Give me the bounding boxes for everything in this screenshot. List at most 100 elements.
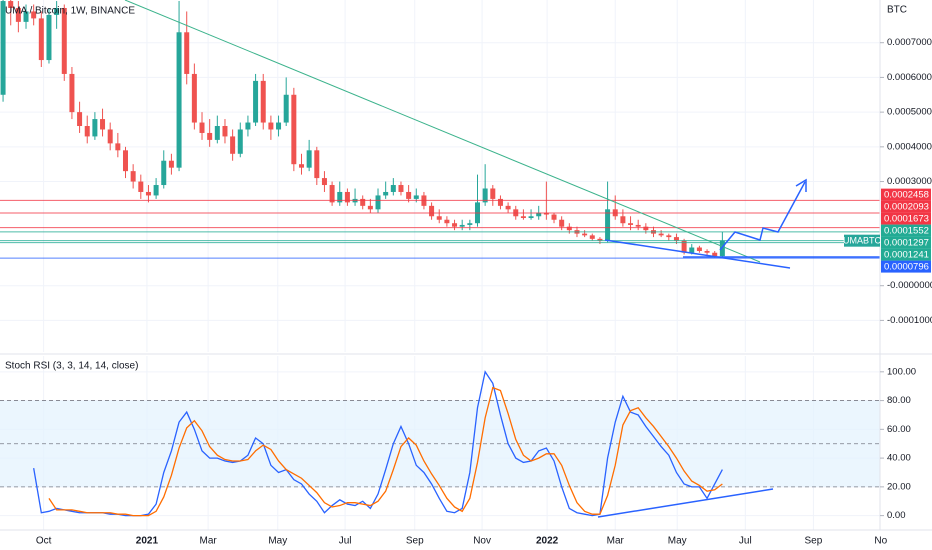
candle-body [84, 126, 90, 137]
y-tick-label: 0.00 [887, 510, 906, 521]
candle-body [566, 226, 572, 231]
candle-body [283, 94, 289, 123]
candle-body [628, 223, 634, 225]
x-tick-label: May [268, 536, 287, 547]
x-tick-label: May [668, 536, 687, 547]
candle-body [452, 223, 458, 227]
price-tag [881, 260, 931, 273]
candle-body [184, 32, 190, 74]
candle-body [38, 18, 44, 61]
candle-body [207, 132, 213, 140]
candle-body [153, 185, 159, 196]
candle-body [497, 198, 503, 206]
candle-body [719, 240, 725, 257]
candle-body [222, 126, 228, 137]
candle-body [505, 205, 511, 210]
candle-body [107, 129, 113, 144]
candle-body [467, 223, 473, 225]
y-tick-label: 80.00 [887, 395, 911, 406]
projection-path [719, 181, 806, 251]
price-tag [881, 212, 931, 225]
candle-body [413, 195, 419, 199]
band [0, 400, 880, 487]
candle-body [115, 143, 121, 151]
candle-body [245, 122, 251, 130]
chart-title: UMA / Bitcoin, 1W, BINANCE [5, 6, 135, 17]
candle-body [559, 219, 565, 227]
price-tag-label: 0.0001673 [884, 214, 929, 225]
candle-body [306, 150, 312, 168]
price-tag [881, 188, 931, 201]
y-tick-label: 0.0005000 [887, 107, 932, 118]
indicator-title: Stoch RSI (3, 3, 14, 14, close) [5, 361, 138, 372]
candle-body [191, 73, 197, 123]
candle-body [543, 212, 549, 215]
price-tag-label: 0.0000796 [884, 262, 929, 273]
candle-body [643, 226, 649, 231]
candle-body [658, 233, 664, 236]
candle-body [597, 238, 603, 241]
y-tick-label: 100.00 [887, 366, 916, 377]
y-tick-label: 40.00 [887, 453, 911, 464]
projection-arrowhead [795, 178, 807, 192]
indicator-line [33, 370, 723, 517]
candle-body [15, 7, 21, 22]
axes: 0.0007000 0.0006000 0.0005000 0.0004000 0.00… [36, 37, 932, 546]
candle-body [31, 11, 37, 19]
x-tick-label: Sep [805, 536, 823, 547]
x-tick-label: 2022 [536, 536, 559, 547]
candle-body [291, 94, 297, 165]
candle-body [214, 126, 220, 140]
x-tick-label: Jul [739, 536, 752, 547]
candle-body [237, 129, 243, 154]
candle-body [482, 188, 488, 203]
y-tick-label: 60.00 [887, 424, 911, 435]
candle-body [582, 233, 588, 236]
candle-body [520, 216, 526, 219]
x-tick-label: No [874, 536, 887, 547]
candle-body [444, 219, 450, 224]
main-grid [0, 0, 880, 352]
y-tick-label: -0.0001000 [887, 315, 932, 326]
candle-body [712, 252, 718, 257]
candle-body [100, 119, 106, 130]
candle-body [46, 14, 52, 61]
candle-body [704, 250, 710, 253]
price-unit: BTC [887, 5, 907, 16]
candle-body [666, 235, 672, 238]
x-tick-label: Oct [36, 536, 52, 547]
candle-body [589, 235, 595, 239]
candle-body [8, 1, 14, 8]
rsi-drawings [597, 488, 774, 518]
y-tick-label: 0.0004000 [887, 141, 932, 152]
candle-body [176, 32, 182, 168]
candle-body [696, 247, 702, 251]
candle-body [620, 216, 626, 224]
candle-body [390, 185, 396, 192]
candle-body [0, 1, 6, 95]
candle-body [92, 119, 98, 137]
rsi-plot [0, 370, 880, 517]
candle-body [551, 214, 557, 220]
x-tick-label: Jul [339, 536, 352, 547]
candle-body [337, 191, 343, 203]
candle-body [406, 191, 412, 199]
price-tag-label: 0.0001297 [884, 238, 929, 249]
price-tag-label: 0.0002093 [884, 202, 929, 213]
x-tick-label: Mar [200, 536, 218, 547]
support-line [604, 239, 791, 269]
rsi-divergence-line [597, 488, 774, 518]
candle-body [367, 205, 373, 210]
y-tick-label: 0.0006000 [887, 72, 932, 83]
drawings [124, 0, 880, 269]
candle-body [673, 237, 679, 241]
candle-body [276, 122, 282, 130]
candle-body [329, 185, 335, 203]
candle-body [490, 188, 496, 199]
candle-body [260, 80, 266, 123]
x-tick-label: Sep [406, 536, 424, 547]
x-tick-label: 2021 [136, 536, 159, 547]
candle-body [268, 122, 274, 130]
y-tick-label: 0.0003000 [887, 176, 932, 187]
